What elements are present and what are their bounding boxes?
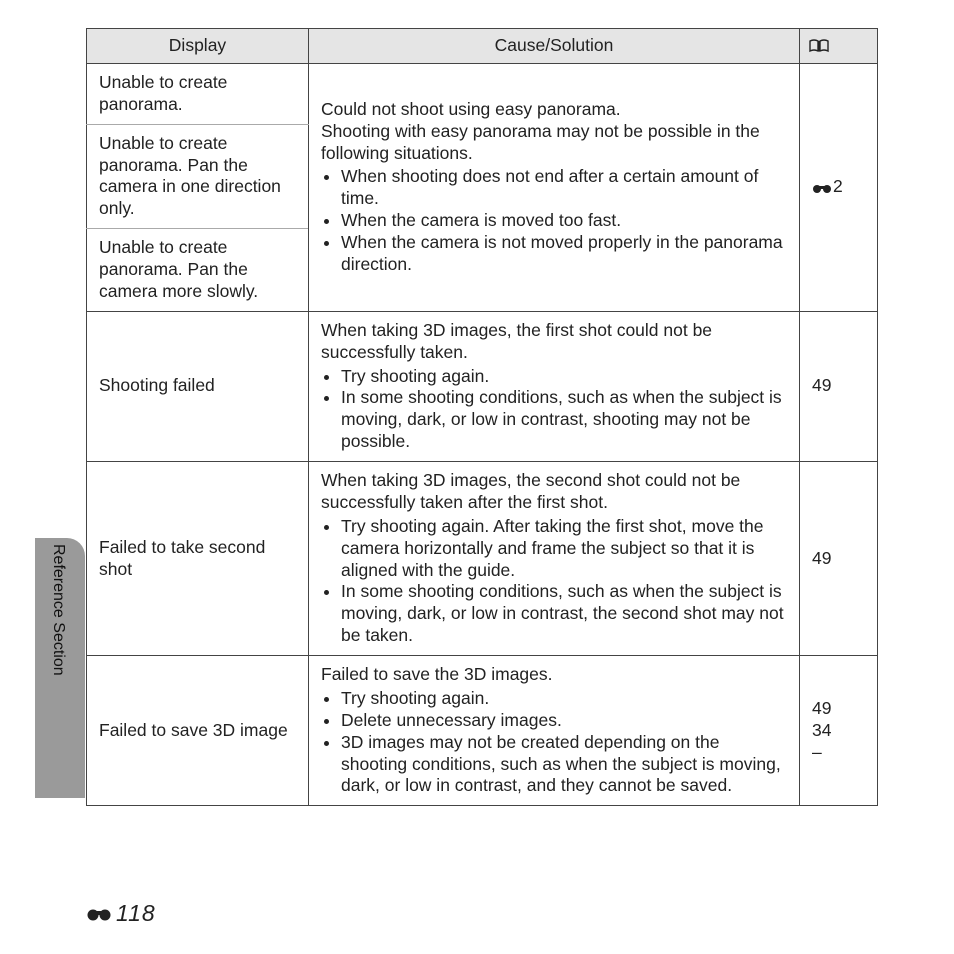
col-cause-header: Cause/Solution	[309, 29, 800, 64]
cause-cell: When taking 3D images, the second shot c…	[309, 462, 800, 656]
bullet: In some shooting conditions, such as whe…	[341, 581, 787, 647]
display-cell: Unable to create panorama.	[87, 63, 309, 124]
page-number-icon	[86, 906, 112, 922]
cause-cell: Could not shoot using easy panorama. Sho…	[309, 63, 800, 311]
display-cell: Unable to create panorama. Pan the camer…	[87, 229, 309, 312]
table-row: Failed to save 3D image Failed to save t…	[87, 656, 878, 806]
reference-text: 49	[812, 375, 831, 395]
table-header-row: Display Cause/Solution	[87, 29, 878, 64]
cause-intro: When taking 3D images, the first shot co…	[321, 320, 712, 362]
bullet: Delete unnecessary images.	[341, 710, 787, 732]
cause-bullets: Try shooting again. Delete unnecessary i…	[321, 688, 787, 797]
display-cell: Failed to save 3D image	[87, 656, 309, 806]
display-cell: Shooting failed	[87, 311, 309, 461]
cause-bullets: Try shooting again. In some shooting con…	[321, 366, 787, 454]
reference-text: 49 34 –	[812, 698, 831, 762]
page-number: 118	[86, 900, 156, 927]
cause-intro: Failed to save the 3D images.	[321, 664, 553, 684]
reference-cell: 49	[800, 462, 878, 656]
col-display-header: Display	[87, 29, 309, 64]
book-icon	[808, 39, 869, 53]
bullet: 3D images may not be created depending o…	[341, 732, 787, 798]
cause-intro: When taking 3D images, the second shot c…	[321, 470, 740, 512]
cause-intro: Could not shoot using easy panorama. Sho…	[321, 99, 760, 163]
cause-bullets: Try shooting again. After taking the fir…	[321, 516, 787, 647]
reference-text: 2	[833, 176, 843, 196]
reference-icon	[812, 182, 832, 194]
reference-cell: 49 34 –	[800, 656, 878, 806]
cause-cell: Failed to save the 3D images. Try shooti…	[309, 656, 800, 806]
display-cell: Unable to create panorama. Pan the camer…	[87, 124, 309, 229]
cause-cell: When taking 3D images, the first shot co…	[309, 311, 800, 461]
col-reference-header	[800, 29, 878, 64]
manual-page: Reference Section Display Cause/Solution	[0, 0, 954, 954]
table-row: Failed to take second shot When taking 3…	[87, 462, 878, 656]
side-tab-label: Reference Section	[49, 544, 67, 676]
bullet: Try shooting again.	[341, 688, 787, 710]
table-row: Shooting failed When taking 3D images, t…	[87, 311, 878, 461]
bullet: Try shooting again. After taking the fir…	[341, 516, 787, 582]
cause-bullets: When shooting does not end after a certa…	[321, 166, 787, 275]
reference-cell: 2	[800, 63, 878, 311]
bullet: In some shooting conditions, such as whe…	[341, 387, 787, 453]
troubleshooting-table: Display Cause/Solution Unable to create …	[86, 28, 878, 806]
reference-cell: 49	[800, 311, 878, 461]
bullet: When shooting does not end after a certa…	[341, 166, 787, 210]
page-number-text: 118	[116, 900, 156, 927]
bullet: When the camera is moved too fast.	[341, 210, 787, 232]
table-row: Unable to create panorama. Could not sho…	[87, 63, 878, 124]
bullet: When the camera is not moved properly in…	[341, 232, 787, 276]
reference-text: 49	[812, 548, 831, 568]
bullet: Try shooting again.	[341, 366, 787, 388]
display-cell: Failed to take second shot	[87, 462, 309, 656]
